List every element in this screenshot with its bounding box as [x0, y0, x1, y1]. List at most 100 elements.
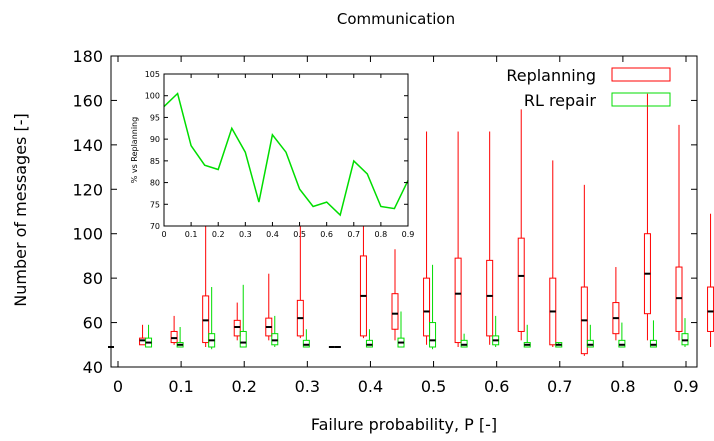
inset-x-tick-label: 0.8	[375, 230, 388, 239]
box-replanning	[296, 215, 304, 339]
inset-axes: 70 75 80 85 90 95 100 105 0 0.1 0.2 0.3 0.4 0.5 0.6 0.7…	[145, 70, 415, 239]
box-replanning	[675, 124, 683, 341]
inset-x-tick-label: 0.5	[293, 230, 306, 239]
box-body	[139, 337, 147, 346]
main-axes: 40 60 80 100 120 140 160 180 0 0.1 0.2 0.3 0.4 0.5 0.6…	[72, 47, 698, 396]
inset-y-tick-label: 85	[150, 157, 160, 166]
box-body	[170, 330, 178, 344]
y-tick-label: 80	[83, 269, 103, 288]
inset-y-axis-title: % vs Replanning	[130, 117, 139, 183]
box-body	[460, 339, 468, 348]
box-rl-repair	[145, 324, 153, 348]
x-tick-label: 0.4	[358, 377, 383, 396]
box-rl-repair	[523, 324, 531, 348]
box-body	[618, 339, 626, 348]
box-replanning	[139, 324, 147, 346]
inset-x-tick-label: 0.9	[402, 230, 415, 239]
box-replanning	[423, 131, 431, 345]
inset-y-tick-label: 105	[145, 70, 160, 79]
box-replanning	[265, 273, 273, 341]
box-rl-repair	[649, 320, 657, 348]
x-tick-label: 0.8	[610, 377, 635, 396]
inset-series-line	[163, 92, 409, 217]
x-axis-title: Failure probability, P [-]	[311, 415, 497, 434]
x-tick-label: 0.9	[673, 377, 698, 396]
inset-frame	[163, 73, 409, 227]
inset-x-tick-label: 0.3	[239, 230, 252, 239]
box-rl-repair	[618, 322, 626, 348]
x-tick-label: 0.1	[168, 377, 193, 396]
y-tick-label: 180	[72, 47, 103, 66]
inset-background	[164, 74, 408, 226]
inset-x-tick-label: 0.7	[347, 230, 360, 239]
x-tick-label: 0.2	[231, 377, 256, 396]
box-body	[517, 237, 525, 332]
box-rl-repair	[208, 287, 216, 350]
box-replanning	[707, 213, 714, 348]
legend-swatch-rl-repair	[611, 92, 671, 107]
legend: Replanning RL repair	[506, 66, 671, 110]
y-tick-label: 120	[72, 180, 103, 199]
box-body	[271, 333, 279, 346]
inset-chart: 70 75 80 85 90 95 100 105 0 0.1 0.2 0.3 0.4 0.5 0.6 0.7…	[130, 70, 414, 239]
box-replanning	[391, 249, 399, 341]
main-frame	[110, 55, 698, 368]
chart-title: Communication	[337, 10, 455, 28]
legend-label-replanning: Replanning	[506, 66, 596, 85]
box-rl-repair	[302, 329, 310, 348]
box-body	[675, 266, 683, 332]
y-axis-title: Number of messages [-]	[11, 113, 30, 306]
inset-y-tick-label: 95	[150, 113, 160, 122]
inset-x-tick-label: 0.6	[320, 230, 333, 239]
box-rl-repair	[681, 318, 689, 348]
box-replanning	[170, 315, 178, 345]
box-body	[454, 257, 462, 344]
inset-marks	[163, 92, 409, 217]
box-rl-repair	[429, 264, 437, 350]
y-tick-label: 40	[83, 358, 103, 377]
y-tick-label: 60	[83, 314, 103, 333]
box-replanning	[517, 109, 525, 341]
box-body	[681, 333, 689, 346]
box-rl-repair	[555, 342, 563, 348]
x-tick-label: 0.3	[295, 377, 320, 396]
inset-y-tick-label: 90	[150, 135, 160, 144]
y-tick-label: 140	[72, 136, 103, 155]
inset-y-tick-label: 75	[150, 200, 160, 209]
box-rl-repair	[586, 324, 594, 348]
inset-y-tick-label: 100	[145, 92, 160, 101]
box-body	[429, 322, 437, 348]
box-body	[486, 259, 494, 337]
inset-x-tick-label: 0	[161, 230, 166, 239]
box-replanning	[612, 267, 620, 341]
box-rl-repair	[239, 284, 247, 348]
inset-y-tick-label: 80	[150, 179, 160, 188]
box-replanning	[486, 131, 494, 345]
box-rl-repair	[176, 327, 184, 348]
box-rl-repair	[460, 333, 468, 348]
box-body	[649, 339, 657, 348]
x-tick-label: 0.6	[484, 377, 509, 396]
box-body	[239, 330, 247, 348]
inset-y-tick-label: 70	[150, 222, 160, 231]
box-body	[423, 277, 431, 337]
x-tick-label: 0.5	[421, 377, 446, 396]
box-replanning	[233, 302, 241, 341]
y-tick-label: 160	[72, 91, 103, 110]
box-body	[233, 319, 241, 337]
box-body	[202, 295, 210, 344]
box-replanning	[549, 160, 557, 348]
inset-x-tick-label: 0.1	[185, 230, 198, 239]
box-rl-repair	[365, 329, 373, 348]
box-rl-repair	[397, 311, 405, 348]
box-rl-repair	[492, 315, 500, 348]
box-body	[586, 339, 594, 348]
box-replanning	[454, 131, 462, 348]
inset-x-tick-label: 0.2	[212, 230, 225, 239]
y-tick-label: 100	[72, 225, 103, 244]
x-tick-label: 0.7	[547, 377, 572, 396]
legend-label-rl-repair: RL repair	[524, 91, 597, 110]
box-body	[302, 339, 310, 348]
inset-x-tick-label: 0.4	[266, 230, 279, 239]
